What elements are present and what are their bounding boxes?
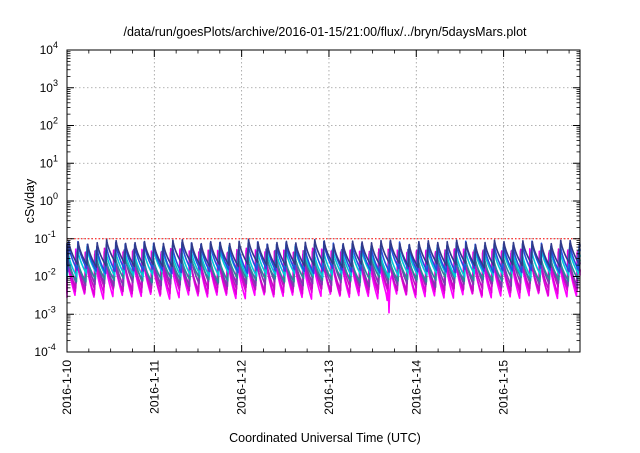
- x-tick-label: 2016-1-14: [409, 360, 423, 415]
- x-tick-label: 2016-1-10: [60, 360, 74, 415]
- y-tick-label: 104: [40, 40, 58, 57]
- y-tick-label: 100: [40, 191, 58, 208]
- y-tick-label: 101: [40, 153, 58, 170]
- series-line: [66, 238, 581, 269]
- x-tick-label: 2016-1-15: [497, 360, 511, 415]
- y-tick-label: 10-2: [34, 267, 55, 284]
- x-tick-label: 2016-1-13: [322, 360, 336, 415]
- x-axis-label: Coordinated Universal Time (UTC): [229, 431, 421, 445]
- y-axis-label: cSv/day: [23, 178, 37, 223]
- series-layer: [66, 238, 581, 314]
- x-tick-label: 2016-1-11: [147, 360, 161, 414]
- x-axis: 2016-1-10 2016-1-11 2016-1-12 2016-1-13 2016…: [60, 50, 570, 415]
- chart-title: /data/run/goesPlots/archive/2016-01-15/2…: [123, 25, 527, 39]
- y-tick-label: 103: [40, 78, 58, 95]
- x-tick-label: 2016-1-12: [235, 360, 249, 415]
- y-tick-label: 10-3: [34, 304, 55, 321]
- grid-lines: [66, 50, 580, 352]
- y-tick-label: 10-1: [34, 229, 55, 246]
- y-tick-label: 102: [40, 116, 58, 133]
- y-tick-label: 10-4: [34, 342, 55, 359]
